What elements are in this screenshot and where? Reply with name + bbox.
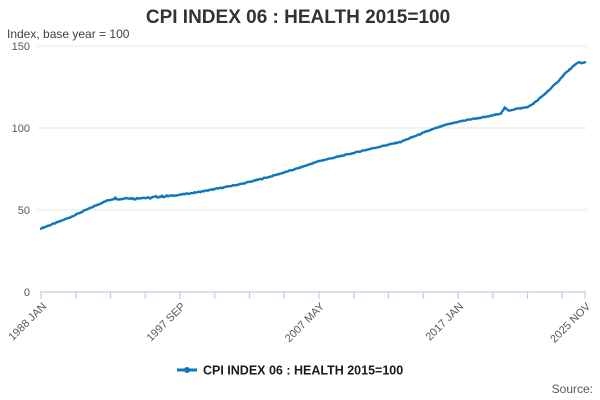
series-lines <box>39 60 587 231</box>
x-axis: 1988 JAN 1997 SEP 2007 MAY 2017 JAN 2025 NOV <box>6 291 594 345</box>
series-line <box>39 60 587 231</box>
legend-label: CPI INDEX 06 : HEALTH 2015=100 <box>203 364 403 378</box>
chart-title: CPI INDEX 06 : HEALTH 2015=100 <box>146 7 450 28</box>
y-axis-tick-label: 50 <box>18 205 30 217</box>
y-axis-tick-label: 100 <box>12 123 30 135</box>
x-axis-tick-label: 2025 NOV <box>548 300 593 345</box>
y-axis-tick-label: 150 <box>12 41 30 53</box>
gridlines <box>37 45 587 211</box>
legend-marker-dot-icon <box>184 367 190 373</box>
x-axis-tick-label: 2007 MAY <box>283 300 328 345</box>
x-axis-tick-label: 1997 SEP <box>145 301 189 345</box>
y-axis-tick-label: 0 <box>24 287 30 299</box>
legend-item[interactable]: CPI INDEX 06 : HEALTH 2015=100 <box>177 364 403 378</box>
source-label: Source: <box>552 382 593 396</box>
y-axis-title: Index, base year = 100 <box>7 27 130 41</box>
y-axis-tick-labels: 0 50 100 150 <box>12 41 30 299</box>
x-axis-tick-label: 1988 JAN <box>6 301 49 344</box>
x-axis-tick-label: 2017 JAN <box>423 301 466 344</box>
